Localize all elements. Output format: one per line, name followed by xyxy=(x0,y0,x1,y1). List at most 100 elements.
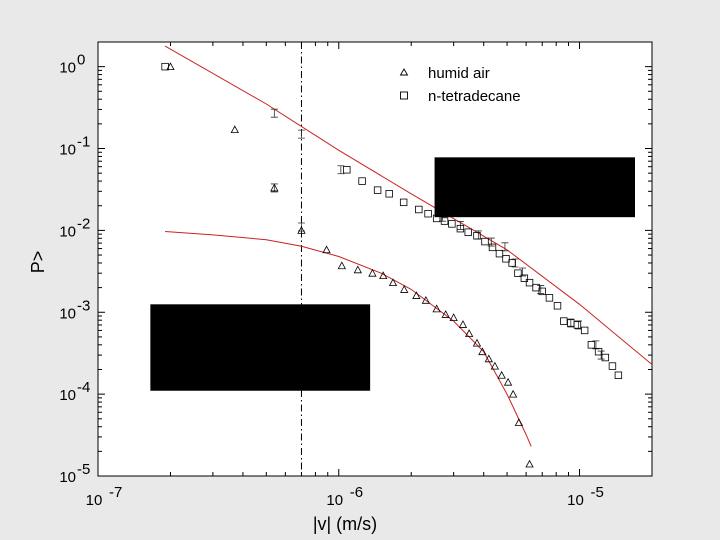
y-tick-exponent: -3 xyxy=(77,297,90,314)
humid-air-point xyxy=(441,310,450,318)
humid-air-point xyxy=(484,354,493,363)
n-tetradecane-point xyxy=(580,326,589,335)
n-tetradecane-point xyxy=(481,237,489,246)
n-tetradecane-point xyxy=(358,177,366,185)
n-tetradecane-point xyxy=(399,198,408,207)
humid-air-point xyxy=(388,278,398,287)
y-tick-exponent: -4 xyxy=(77,379,90,396)
n-tetradecane-point xyxy=(560,317,568,325)
legend: humid air n-tetradecane xyxy=(399,65,521,105)
humid-air-point xyxy=(230,125,239,134)
error-bar xyxy=(537,285,545,294)
humid-air-point xyxy=(490,361,500,370)
n-tetradecane-point xyxy=(545,294,554,302)
humid-air-point xyxy=(297,226,306,234)
humid-air-point xyxy=(432,304,441,313)
humid-air-point xyxy=(400,285,409,293)
x-tick-labels: 10 -7 10 -6 10 -5 xyxy=(86,484,604,509)
n-tetradecane-point xyxy=(520,274,529,282)
fit-line-humid-air xyxy=(165,231,532,447)
n-tetradecane-point xyxy=(456,224,465,233)
humid-air-point xyxy=(458,320,468,328)
legend-label-humid-air: humid air xyxy=(428,65,490,82)
n-tetradecane-point xyxy=(532,283,540,292)
n-tetradecane-point xyxy=(525,278,534,287)
n-tetradecane-point xyxy=(488,243,497,252)
y-tick-label: 10 xyxy=(59,60,76,77)
redaction-box xyxy=(434,157,636,218)
x-tick-exponent: -6 xyxy=(350,484,363,501)
n-tetradecane-point xyxy=(495,249,504,258)
n-tetradecane-point xyxy=(343,166,351,174)
n-tetradecane-point xyxy=(514,269,522,277)
n-tetradecane-point xyxy=(573,321,582,329)
y-tick-exponent: -2 xyxy=(77,215,90,232)
legend-label-n-tetradecane: n-tetradecane xyxy=(428,88,521,105)
y-tick-label: 10 xyxy=(59,142,76,159)
humid-air-point xyxy=(508,389,518,398)
x-tick-exponent: -7 xyxy=(109,484,122,501)
y-tick-label: 10 xyxy=(59,387,76,404)
legend-triangle-marker xyxy=(399,68,409,76)
error-bar xyxy=(337,165,345,175)
error-bar xyxy=(592,340,600,350)
plot-area xyxy=(97,41,653,477)
n-tetradecane-point xyxy=(538,287,546,296)
n-tetradecane-point xyxy=(415,205,423,214)
n-tetradecane-point xyxy=(502,255,510,263)
humid-air-point xyxy=(353,265,362,274)
n-tetradecane-point xyxy=(601,353,610,362)
n-tetradecane-point xyxy=(373,186,382,194)
y-tick-exponent: -5 xyxy=(77,461,90,478)
humid-air-point xyxy=(368,268,377,277)
n-tetradecane-point xyxy=(508,259,516,267)
humid-air-point xyxy=(412,291,421,299)
humid-air-point xyxy=(478,347,487,356)
y-tick-exponent: -1 xyxy=(77,134,90,151)
error-bar xyxy=(270,108,278,118)
n-tetradecane-point xyxy=(161,62,169,71)
n-tetradecane-point xyxy=(385,190,393,198)
x-axis-label: |v| (m/s) xyxy=(313,514,377,534)
redaction-boxes xyxy=(150,157,636,391)
y-tick-label: 10 xyxy=(59,305,76,322)
humid-air-point xyxy=(421,295,431,304)
n-tetradecane-point xyxy=(594,347,603,356)
redaction-box xyxy=(150,304,371,391)
y-tick-label: 10 xyxy=(59,223,76,240)
humid-air-point xyxy=(514,418,524,426)
n-tetradecane-point xyxy=(587,341,596,349)
fit-curves xyxy=(164,45,653,447)
error-bar xyxy=(297,129,305,139)
n-tetradecane-point xyxy=(448,220,456,228)
legend-square-marker xyxy=(400,91,408,100)
humid-air-point xyxy=(270,183,279,192)
x-tick-label: 10 xyxy=(86,492,103,509)
x-tick-label: 10 xyxy=(326,492,343,509)
n-tetradecane-point xyxy=(553,302,562,310)
humid-air-point xyxy=(464,329,474,337)
n-tetradecane-point xyxy=(424,209,432,218)
humid-air-point xyxy=(449,313,458,322)
legend-entry-humid-air: humid air xyxy=(399,65,490,82)
y-axis-label: P> xyxy=(28,251,48,274)
x-tick-label: 10 xyxy=(567,492,584,509)
axis-ticks xyxy=(97,41,653,477)
n-tetradecane-point xyxy=(614,371,623,379)
n-tetradecane-point xyxy=(608,362,617,370)
x-tick-exponent: -5 xyxy=(591,484,604,501)
humid-air-point xyxy=(503,377,513,386)
fit-line-n-tetradecane xyxy=(164,45,653,365)
data-points xyxy=(161,62,623,468)
error-bar xyxy=(574,320,582,330)
n-tetradecane-point xyxy=(440,217,449,225)
humid-air-point xyxy=(379,271,388,280)
humid-air-point xyxy=(497,370,506,379)
y-tick-label: 10 xyxy=(59,469,76,486)
error-bar xyxy=(567,318,575,328)
y-tick-exponent: 0 xyxy=(77,52,85,69)
humid-air-point xyxy=(322,245,331,254)
n-tetradecane-point xyxy=(473,232,481,240)
